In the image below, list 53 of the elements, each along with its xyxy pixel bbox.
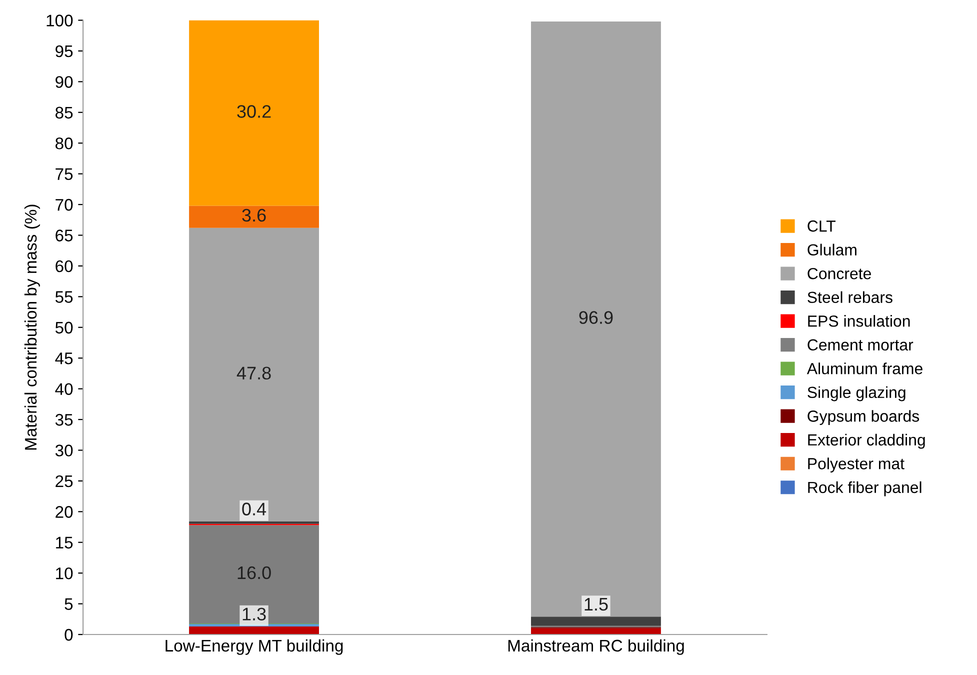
- bar: [531, 628, 661, 634]
- legend-label: Concrete: [808, 268, 871, 280]
- bar: [189, 20, 319, 206]
- bar: [189, 626, 319, 634]
- y-tick-label: 95: [56, 45, 73, 58]
- legend-label: CLT: [808, 220, 836, 232]
- legend-label: Cement mortar: [808, 339, 914, 351]
- y-tick-label: 10: [56, 567, 73, 580]
- y-tick-label: 35: [55, 414, 73, 426]
- data-label: 16.0: [238, 566, 271, 580]
- y-tick-label: 55: [55, 291, 73, 303]
- y-tick-label: 15: [56, 536, 73, 549]
- bar: [189, 228, 319, 522]
- y-tick-label: 40: [55, 383, 73, 396]
- legend-label: Single glazing: [808, 386, 906, 402]
- y-tick-label: 80: [56, 138, 73, 150]
- y-tick-label: 50: [55, 322, 73, 334]
- legend-label: Rock fiber panel: [808, 481, 922, 496]
- y-tick-label: 75: [56, 168, 73, 180]
- data-label: 1.5: [584, 598, 608, 611]
- legend-label: Glulam: [808, 244, 856, 256]
- bar: [531, 21, 661, 617]
- data-label: 47.8: [236, 366, 271, 380]
- y-tick-label: 100: [46, 14, 73, 26]
- y-tick-label: 70: [56, 198, 73, 211]
- y-tick-label: 0: [64, 628, 73, 641]
- x-tick-label: Mainstream RC building: [508, 639, 684, 655]
- legend-label: Aluminum frame: [806, 362, 922, 374]
- data-label: 1.3: [242, 608, 266, 620]
- bar: [189, 525, 319, 624]
- legend-label: Polyester mat: [808, 458, 904, 472]
- y-tick-label: 30: [55, 444, 73, 456]
- legend-label: Steel rebars: [808, 291, 892, 304]
- data-label: 96.9: [579, 311, 613, 324]
- y-tick-label: 5: [64, 598, 73, 610]
- legend-label: Gypsum boards: [808, 410, 920, 425]
- legend-label: EPS insulation: [808, 315, 910, 327]
- y-tick-label: 60: [56, 260, 73, 272]
- y-tick-label: 20: [56, 506, 73, 518]
- legend-label: Exterior cladding: [808, 434, 925, 449]
- data-label: 3.6: [242, 208, 266, 222]
- data-label: 30.2: [237, 105, 271, 118]
- data-label: 0.4: [242, 502, 266, 516]
- y-tick-label: 45: [55, 352, 73, 364]
- bar: [189, 206, 319, 228]
- y-tick-label: 90: [56, 76, 73, 88]
- y-tick-label: 65: [56, 230, 73, 242]
- y-tick-label: 85: [56, 106, 73, 119]
- bar: [531, 616, 661, 626]
- y-tick-label: 25: [56, 475, 73, 488]
- y-axis-title: Material contribution by mass (%): [24, 204, 40, 450]
- bar: [189, 521, 319, 524]
- x-tick-label: Low-Energy MT building: [166, 639, 343, 655]
